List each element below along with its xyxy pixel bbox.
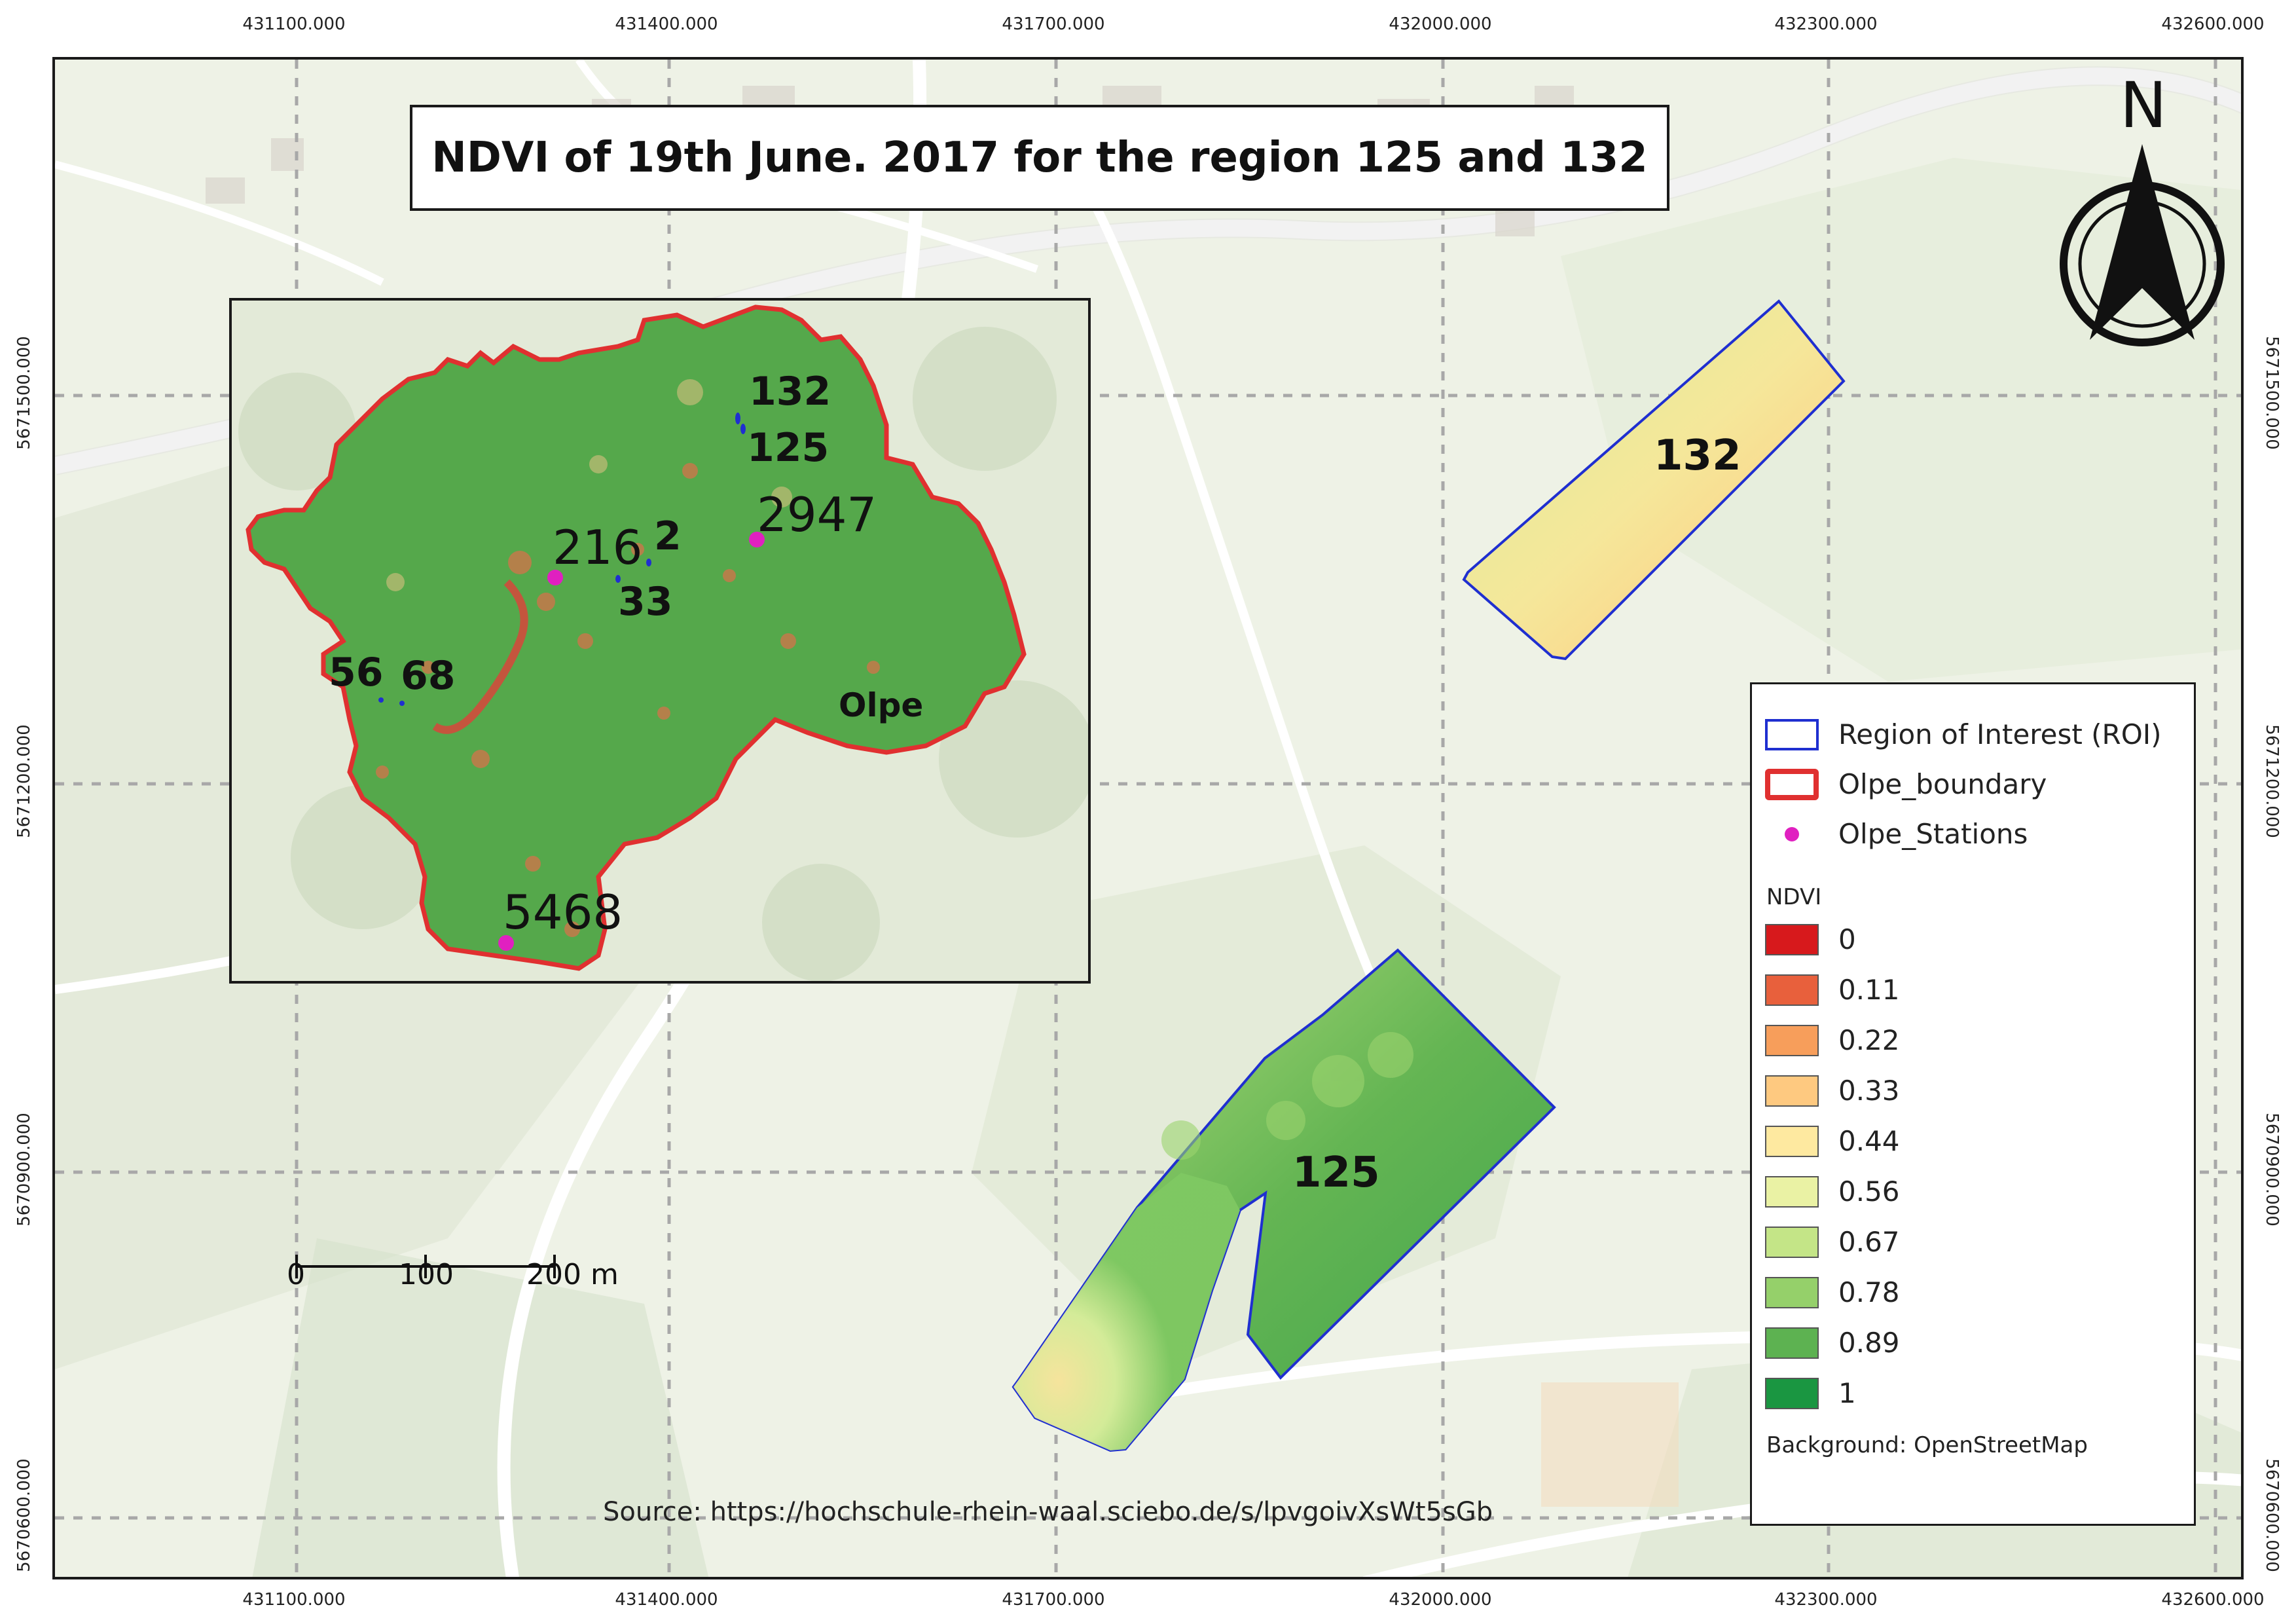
olpe-boundary <box>246 304 1027 971</box>
y-tick-label: 5670600.000 <box>2262 1458 2282 1572</box>
north-label: N <box>2120 69 2167 142</box>
station-216 <box>547 570 563 585</box>
scale-label: 100 <box>399 1258 454 1291</box>
scale-label: 200 m <box>526 1258 619 1291</box>
roi-label-132: 132 <box>1654 432 1741 480</box>
x-tick-label: 431400.000 <box>615 14 718 34</box>
ndvi-class-label: 0.56 <box>1838 1175 1900 1208</box>
inset-station-label: 5468 <box>503 885 623 940</box>
legend-label: Olpe_boundary <box>1838 768 2047 800</box>
y-tick-label: 5670900.000 <box>2262 1113 2282 1227</box>
ndvi-class-label: 0 <box>1838 923 1856 955</box>
y-tick-label: 5671200.000 <box>14 724 34 838</box>
inset-region-label: 56 <box>329 650 384 695</box>
inset-region-label: 33 <box>618 579 673 625</box>
station-dot-icon <box>1785 826 1799 841</box>
x-tick-label: 432600.000 <box>2161 14 2265 34</box>
x-tick-label: 431700.000 <box>1002 1590 1105 1610</box>
ndvi-class: 0.78 <box>1765 1276 1900 1308</box>
ndvi-class: 0.33 <box>1765 1075 1900 1107</box>
background-note: Background: OpenStreetMap <box>1766 1432 2088 1458</box>
inset-region-label: 68 <box>401 653 456 699</box>
ndvi-class: 0.44 <box>1765 1125 1900 1157</box>
ndvi-swatch <box>1765 1276 1819 1308</box>
ndvi-class-label: 0.89 <box>1838 1327 1900 1359</box>
inset-map[interactable]: 132 125 2 33 56 68 2947 216 5468 Olpe <box>229 298 1091 984</box>
boundary-swatch <box>1765 768 1819 800</box>
ndvi-class: 0.11 <box>1765 974 1900 1006</box>
legend-item-boundary: Olpe_boundary <box>1765 768 2047 800</box>
roi-marker-2 <box>646 559 651 566</box>
ndvi-class-label: 0.11 <box>1838 974 1900 1006</box>
roi-marker-68 <box>399 701 405 706</box>
y-tick-label: 5670600.000 <box>14 1458 34 1572</box>
ndvi-legend-title: NDVI <box>1766 884 1822 910</box>
ndvi-class-label: 0.78 <box>1838 1276 1900 1308</box>
x-tick-label: 432000.000 <box>1389 1590 1492 1610</box>
ndvi-swatch <box>1765 1175 1819 1208</box>
ndvi-class: 0.89 <box>1765 1327 1900 1359</box>
ndvi-swatch <box>1765 1226 1819 1258</box>
x-tick-label: 431100.000 <box>242 1590 346 1610</box>
scale-label: 0 <box>287 1258 305 1291</box>
x-tick-label: 431100.000 <box>242 14 346 34</box>
roi-marker-132 <box>735 413 740 424</box>
legend-item-stations: Olpe_Stations <box>1765 818 2028 850</box>
x-tick-label: 432300.000 <box>1774 14 1878 34</box>
y-tick-label: 5671500.000 <box>14 336 34 450</box>
north-arrow: N <box>2056 69 2226 350</box>
ndvi-swatch <box>1765 974 1819 1006</box>
map-title: NDVI of 19th June. 2017 for the region 1… <box>431 134 1648 182</box>
x-tick-label: 432300.000 <box>1774 1590 1878 1610</box>
roi-label-125: 125 <box>1292 1149 1380 1197</box>
station-5468 <box>498 935 514 951</box>
ndvi-swatch <box>1765 1327 1819 1359</box>
legend: Region of Interest (ROI) Olpe_boundary O… <box>1750 682 2196 1526</box>
ndvi-swatch <box>1765 1125 1819 1157</box>
ndvi-class-label: 0.67 <box>1838 1226 1900 1258</box>
x-tick-label: 432600.000 <box>2161 1590 2265 1610</box>
ndvi-swatch <box>1765 1024 1819 1056</box>
station-2947 <box>749 532 765 547</box>
ndvi-class-label: 0.22 <box>1838 1024 1900 1056</box>
ndvi-class-label: 1 <box>1838 1377 1856 1409</box>
inset-station-label: 2947 <box>757 487 877 542</box>
roi-swatch <box>1765 718 1819 750</box>
ndvi-class: 0.56 <box>1765 1175 1900 1208</box>
roi-marker-56 <box>378 697 384 703</box>
x-tick-label: 432000.000 <box>1389 14 1492 34</box>
source-text: Source: https://hochschule-rhein-waal.sc… <box>603 1497 1493 1527</box>
y-tick-label: 5670900.000 <box>14 1113 34 1227</box>
x-tick-label: 431400.000 <box>615 1590 718 1610</box>
x-tick-label: 431700.000 <box>1002 14 1105 34</box>
inset-region-label: 2 <box>654 513 682 559</box>
ndvi-class: 0.22 <box>1765 1024 1900 1056</box>
inset-basemap <box>232 301 1088 981</box>
ndvi-class-label: 0.33 <box>1838 1075 1900 1107</box>
ndvi-swatch <box>1765 923 1819 955</box>
y-tick-label: 5671200.000 <box>2262 724 2282 838</box>
roi-132-polygon <box>1462 299 1846 661</box>
legend-item-roi: Region of Interest (ROI) <box>1765 718 2162 750</box>
ndvi-class: 0 <box>1765 923 1856 955</box>
ndvi-class-label: 0.44 <box>1838 1125 1900 1157</box>
roi-marker-125 <box>740 424 746 434</box>
ndvi-class: 1 <box>1765 1377 1856 1409</box>
ndvi-class: 0.67 <box>1765 1226 1900 1258</box>
inset-district-label: Olpe <box>839 686 924 724</box>
legend-label: Region of Interest (ROI) <box>1838 718 2162 750</box>
y-tick-label: 5671500.000 <box>2262 336 2282 450</box>
stations-swatch <box>1765 819 1819 850</box>
north-arrow-icon <box>2060 144 2225 346</box>
roi-marker-33 <box>615 575 621 583</box>
legend-label: Olpe_Stations <box>1838 818 2028 850</box>
inset-region-label: 125 <box>747 425 829 471</box>
ndvi-swatch <box>1765 1377 1819 1409</box>
ndvi-swatch <box>1765 1075 1819 1107</box>
title-box: NDVI of 19th June. 2017 for the region 1… <box>410 105 1669 211</box>
scale-bar <box>295 1255 556 1278</box>
inset-station-label: 216 <box>553 520 643 575</box>
inset-region-label: 132 <box>749 369 831 415</box>
